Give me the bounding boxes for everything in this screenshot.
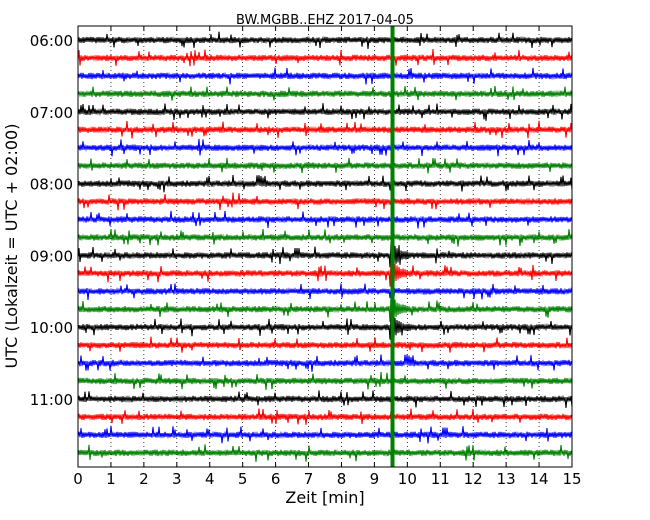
seismic-traces xyxy=(77,31,573,462)
y-tick-label: 11:00 xyxy=(30,391,73,409)
y-axis-ticks: 06:00 07:00 08:00 09:00 10:00 11:00 xyxy=(30,32,572,409)
trace-0830 xyxy=(77,210,573,229)
x-tick-label: 11 xyxy=(431,470,450,488)
trace-0600 xyxy=(77,31,573,50)
x-tick-label: 5 xyxy=(238,470,248,488)
trace-0700 xyxy=(77,103,573,121)
trace-0930 xyxy=(77,283,573,301)
trace-0915 xyxy=(77,260,573,287)
trace-1145 xyxy=(77,444,573,462)
trace-1130 xyxy=(77,425,573,444)
trace-0800 xyxy=(77,175,573,193)
trace-0815 xyxy=(77,192,573,211)
x-tick-label: 9 xyxy=(370,470,380,488)
plot-frame xyxy=(77,25,573,468)
x-tick-label: 1 xyxy=(106,470,116,488)
grid-lines xyxy=(110,26,540,467)
x-tick-label: 4 xyxy=(205,470,215,488)
trace-0745 xyxy=(77,157,573,174)
trace-0645 xyxy=(77,85,573,101)
x-tick-label: 15 xyxy=(562,470,581,488)
x-tick-label: 7 xyxy=(304,470,314,488)
trace-1000 xyxy=(77,314,573,341)
x-tick-label: 12 xyxy=(464,470,483,488)
trace-0615 xyxy=(77,48,573,67)
y-axis-title: UTC (Lokalzeit = UTC + 02:00) xyxy=(2,124,21,369)
trace-0900 xyxy=(77,242,573,269)
y-tick-label: 09:00 xyxy=(30,247,73,265)
x-tick-label: 14 xyxy=(530,470,549,488)
x-tick-label: 10 xyxy=(398,470,417,488)
trace-0845 xyxy=(77,229,573,247)
x-axis-ticks: 0 1 2 3 4 5 6 7 8 9 10 11 12 13 14 15 xyxy=(73,26,582,488)
trace-0730 xyxy=(77,138,573,157)
chart-title: BW.MGBB..EHZ 2017-04-05 xyxy=(236,13,414,28)
trace-1045 xyxy=(77,371,573,390)
x-tick-label: 2 xyxy=(139,470,149,488)
x-tick-label: 3 xyxy=(172,470,182,488)
y-tick-label: 07:00 xyxy=(30,104,73,122)
x-axis-title: Zeit [min] xyxy=(285,488,364,507)
x-tick-label: 6 xyxy=(271,470,281,488)
y-tick-label: 08:00 xyxy=(30,176,73,194)
x-tick-label: 0 xyxy=(73,470,83,488)
y-tick-label: 10:00 xyxy=(30,319,73,337)
trace-1100 xyxy=(77,390,573,408)
trace-0715 xyxy=(77,120,573,139)
x-tick-label: 8 xyxy=(337,470,347,488)
trace-0630 xyxy=(77,67,573,85)
trace-1030 xyxy=(77,354,573,372)
trace-0945 xyxy=(77,296,573,327)
x-tick-label: 13 xyxy=(497,470,516,488)
y-tick-label: 06:00 xyxy=(30,32,73,50)
trace-1015 xyxy=(77,336,573,353)
trace-1115 xyxy=(77,408,573,425)
